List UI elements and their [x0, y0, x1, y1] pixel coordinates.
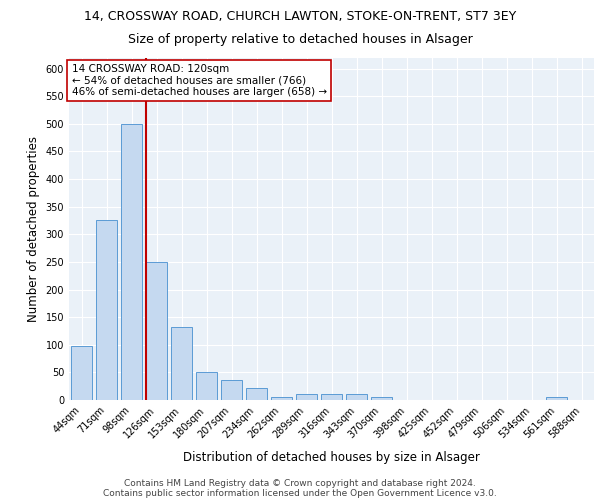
Bar — [121, 124, 142, 400]
Bar — [71, 346, 92, 400]
Y-axis label: Number of detached properties: Number of detached properties — [27, 136, 40, 322]
Text: Contains public sector information licensed under the Open Government Licence v3: Contains public sector information licen… — [103, 488, 497, 498]
X-axis label: Distribution of detached houses by size in Alsager: Distribution of detached houses by size … — [183, 451, 480, 464]
Bar — [271, 397, 292, 400]
Bar — [321, 394, 342, 400]
Bar — [196, 372, 217, 400]
Text: Contains HM Land Registry data © Crown copyright and database right 2024.: Contains HM Land Registry data © Crown c… — [124, 478, 476, 488]
Text: Size of property relative to detached houses in Alsager: Size of property relative to detached ho… — [128, 32, 472, 46]
Bar — [546, 397, 567, 400]
Text: 14 CROSSWAY ROAD: 120sqm
← 54% of detached houses are smaller (766)
46% of semi-: 14 CROSSWAY ROAD: 120sqm ← 54% of detach… — [71, 64, 326, 98]
Bar — [146, 262, 167, 400]
Bar — [221, 380, 242, 400]
Bar — [296, 394, 317, 400]
Bar — [96, 220, 117, 400]
Text: 14, CROSSWAY ROAD, CHURCH LAWTON, STOKE-ON-TRENT, ST7 3EY: 14, CROSSWAY ROAD, CHURCH LAWTON, STOKE-… — [84, 10, 516, 23]
Bar — [346, 394, 367, 400]
Bar — [171, 326, 192, 400]
Bar — [371, 397, 392, 400]
Bar — [246, 388, 267, 400]
